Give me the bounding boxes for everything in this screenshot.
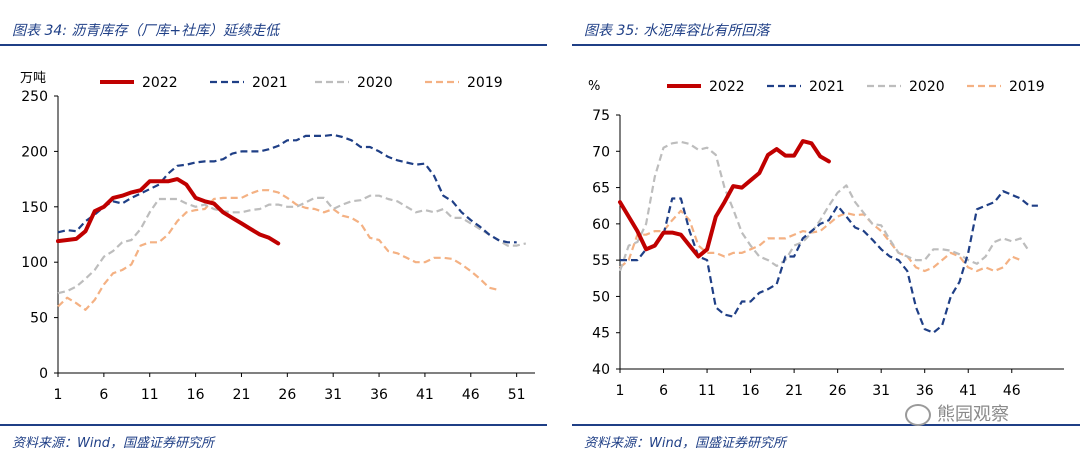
watermark-text: 熊园观察 xyxy=(937,404,1009,425)
x-tick-label: 46 xyxy=(1003,383,1021,399)
series-line-2020 xyxy=(57,194,527,295)
y-tick-label: 60 xyxy=(592,217,610,233)
legend-label-2022: 2022 xyxy=(142,75,178,91)
y-tick-label: 55 xyxy=(592,253,610,269)
y-tick-label: 70 xyxy=(592,144,610,160)
x-tick-label: 31 xyxy=(872,383,890,399)
y-tick-label: 45 xyxy=(592,326,610,342)
y-tick-label: 50 xyxy=(30,311,48,327)
series-line-2022 xyxy=(56,177,281,246)
unit-label: 万吨 xyxy=(20,71,46,86)
x-tick-label: 21 xyxy=(785,383,803,399)
series-line-2019 xyxy=(619,209,1021,273)
source-rule xyxy=(572,424,1080,426)
legend-label-2019: 2019 xyxy=(1009,79,1045,95)
watermark: 熊园观察 xyxy=(905,400,1009,426)
source-note: 资料来源：Wind，国盛证券研究所 xyxy=(584,436,786,451)
x-tick-label: 36 xyxy=(916,383,934,399)
panel-title: 图表 34: 沥青库存（厂库+社库）延续走低 xyxy=(12,23,280,39)
series-line-2021 xyxy=(57,133,517,244)
x-tick-label: 51 xyxy=(508,387,526,403)
title-rule xyxy=(572,44,1080,46)
x-tick-label: 26 xyxy=(829,383,847,399)
y-tick-label: 50 xyxy=(592,289,610,305)
legend-label-2020: 2020 xyxy=(909,79,945,95)
legend-label-2020: 2020 xyxy=(357,75,393,91)
x-tick-label: 41 xyxy=(416,387,434,403)
y-tick-label: 0 xyxy=(39,366,48,382)
series-line-2022 xyxy=(618,139,831,259)
legend-label-2021: 2021 xyxy=(809,79,845,95)
right-panel: 图表 35: 水泥库容比有所回落 % 40 45 50 55 60 65 70 75 1 6 11 16… xyxy=(572,0,1080,466)
source-note: 资料来源：Wind，国盛证券研究所 xyxy=(12,436,214,451)
panel-title: 图表 35: 水泥库容比有所回落 xyxy=(584,23,770,39)
y-tick-label: 40 xyxy=(592,362,610,378)
series-line-2019 xyxy=(57,189,499,311)
x-tick-label: 16 xyxy=(187,387,205,403)
x-tick-label: 1 xyxy=(616,383,625,399)
x-tick-label: 41 xyxy=(959,383,977,399)
y-tick-label: 75 xyxy=(592,108,610,124)
y-tick-label: 250 xyxy=(21,89,48,105)
x-tick-label: 26 xyxy=(278,387,296,403)
wechat-icon xyxy=(905,404,931,426)
legend-label-2022: 2022 xyxy=(709,79,745,95)
y-tick-label: 150 xyxy=(21,200,48,216)
x-tick-label: 16 xyxy=(742,383,760,399)
y-tick-label: 100 xyxy=(21,255,48,271)
series-line-2021 xyxy=(620,190,1038,334)
x-tick-label: 36 xyxy=(370,387,388,403)
left-panel: 图表 34: 沥青库存（厂库+社库）延续走低 万吨 0 50 100 150 200 250… xyxy=(0,23,547,451)
x-tick-label: 46 xyxy=(462,387,480,403)
x-tick-label: 6 xyxy=(659,383,668,399)
x-tick-label: 11 xyxy=(141,387,159,403)
x-tick-label: 21 xyxy=(233,387,251,403)
x-tick-label: 1 xyxy=(54,387,63,403)
unit-label: % xyxy=(588,79,600,94)
title-rule xyxy=(0,44,547,46)
x-tick-label: 6 xyxy=(99,387,108,403)
series-line-2020 xyxy=(618,140,1031,272)
y-tick-label: 200 xyxy=(21,144,48,160)
source-rule xyxy=(0,424,547,426)
legend-label-2021: 2021 xyxy=(252,75,288,91)
legend-label-2019: 2019 xyxy=(467,75,503,91)
x-tick-label: 31 xyxy=(324,387,342,403)
x-tick-label: 11 xyxy=(698,383,716,399)
y-tick-label: 65 xyxy=(592,181,610,197)
